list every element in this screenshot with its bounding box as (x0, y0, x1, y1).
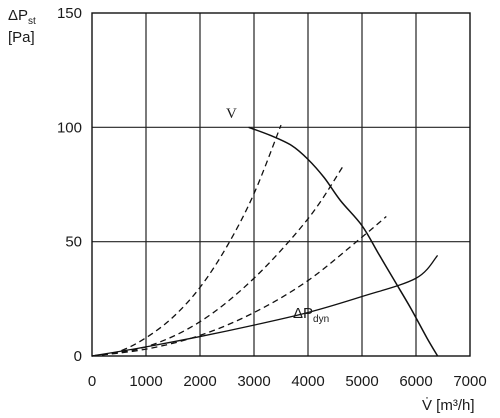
dynamic-pressure-line (91, 254, 439, 357)
grid (91, 12, 471, 357)
system-curve-line (91, 165, 344, 357)
y-tick-label: 100 (57, 119, 82, 136)
x-tick-label: 7000 (453, 373, 486, 390)
y-axis-label-sub: st (28, 16, 36, 27)
tick-labels: 0 1000 2000 3000 4000 5000 6000 7000 0 50 100 150 (57, 5, 487, 390)
x-tick-label: 1000 (129, 373, 162, 390)
y-axis-label-main: ΔP (8, 7, 28, 24)
dynamic-pressure-label: ΔPdyn (293, 305, 329, 325)
plot-frame (91, 12, 471, 357)
fan-curve-line (248, 126, 439, 357)
series-group (91, 124, 439, 357)
x-tick-label: 0 (88, 373, 96, 390)
x-tick-label: 2000 (183, 373, 216, 390)
x-tick-label: 5000 (345, 373, 378, 390)
system-curve-line (91, 216, 387, 357)
y-tick-label: 150 (57, 5, 82, 22)
x-axis-label: V̇ [m³/h] (422, 397, 475, 414)
x-tick-label: 6000 (399, 373, 432, 390)
dynamic-pressure-label-main: ΔP (293, 305, 313, 322)
system-curve-line (91, 124, 282, 357)
dynamic-pressure-label-sub: dyn (313, 314, 329, 325)
y-axis-label: ΔPst (8, 7, 36, 27)
x-tick-label: 4000 (291, 373, 324, 390)
y-tick-label: 50 (65, 234, 82, 251)
y-tick-label: 0 (74, 348, 82, 365)
y-axis-unit: [Pa] (8, 29, 35, 46)
x-tick-label: 3000 (237, 373, 270, 390)
fan-curve-label: V (226, 106, 237, 122)
